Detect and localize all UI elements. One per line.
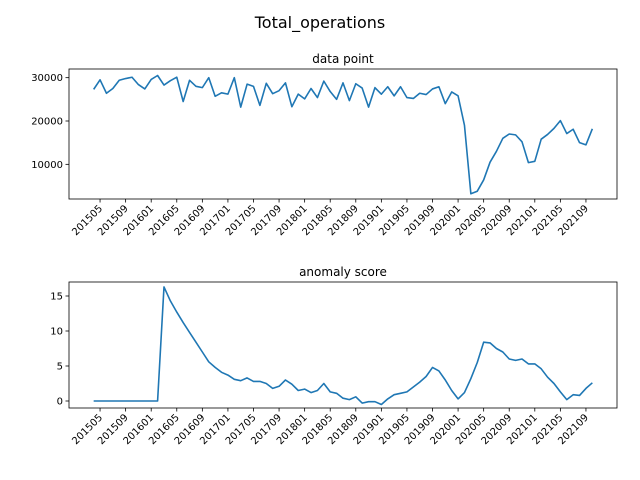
panel-anomaly-score: anomaly score051015201505201509201601201… xyxy=(50,265,618,447)
figure-suptitle: Total_operations xyxy=(254,13,386,33)
axes-frame xyxy=(68,68,618,200)
y-tick-label: 15 xyxy=(50,292,63,303)
series-line xyxy=(93,286,593,406)
y-tick-label: 0 xyxy=(57,397,63,408)
chart-title: data point xyxy=(312,52,374,66)
panel-data-point: data point100002000030000201505201509201… xyxy=(31,52,618,238)
axes-frame xyxy=(68,281,618,409)
y-tick-label: 10000 xyxy=(31,160,63,171)
y-tick-label: 5 xyxy=(57,362,63,373)
y-tick-label: 10 xyxy=(50,327,63,338)
y-tick-label: 30000 xyxy=(31,73,63,84)
y-tick-label: 20000 xyxy=(31,117,63,128)
series-line xyxy=(92,74,594,195)
chart-title: anomaly score xyxy=(299,265,387,279)
